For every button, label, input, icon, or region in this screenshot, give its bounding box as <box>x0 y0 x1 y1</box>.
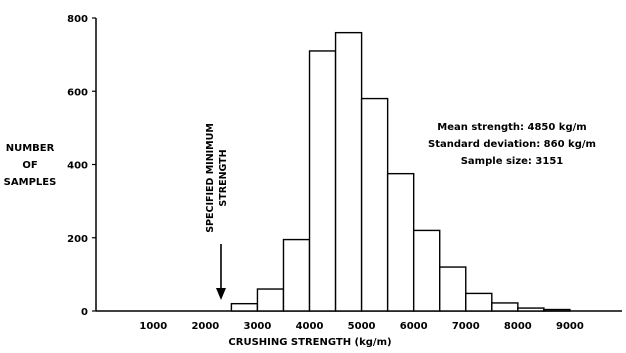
bars <box>230 31 571 312</box>
x-tick-label: 2000 <box>191 321 219 332</box>
stat-sample-size: Sample size: 3151 <box>461 156 564 167</box>
histogram-bar <box>334 31 363 312</box>
y-tick-label: 200 <box>67 234 88 245</box>
histogram-bar <box>230 302 259 312</box>
histogram-bar <box>282 238 311 312</box>
x-axis-label: CRUSHING STRENGTH (kg/m) <box>228 337 391 348</box>
y-tick-label: 600 <box>67 87 88 98</box>
y-axis-label-line-2: OF <box>22 160 37 171</box>
histogram-bar <box>517 307 545 312</box>
x-tick-label: 1000 <box>139 321 167 332</box>
histogram-bar <box>465 292 493 312</box>
x-tick-label: 8000 <box>504 321 532 332</box>
y-tick-label: 400 <box>67 161 88 172</box>
annotation-arrow-head <box>215 288 226 300</box>
annotation-line-2: STRENGTH <box>218 149 229 206</box>
specified-minimum-annotation: SPECIFIED MINIMUM STRENGTH <box>205 123 229 300</box>
y-axis-label-line-1: NUMBER <box>6 143 55 154</box>
histogram-bar <box>360 97 389 312</box>
histogram-bar <box>439 266 467 312</box>
histogram-bar <box>308 50 337 312</box>
histogram-bar <box>543 308 571 312</box>
x-tick-label: 6000 <box>400 321 428 332</box>
stat-std: Standard deviation: 860 kg/m <box>428 139 596 150</box>
x-tick-label: 7000 <box>452 321 480 332</box>
histogram-bar <box>491 302 519 312</box>
x-tick-label: 3000 <box>244 321 272 332</box>
histogram-bar <box>386 172 415 312</box>
x-tick-label: 5000 <box>348 321 376 332</box>
y-tick-label: 0 <box>81 307 88 318</box>
y-axis-label-line-3: SAMPLES <box>4 177 57 188</box>
stat-mean: Mean strength: 4850 kg/m <box>437 122 586 133</box>
histogram-bar <box>412 229 441 312</box>
histogram-bar <box>256 288 285 312</box>
x-tick-label: 4000 <box>296 321 324 332</box>
x-tick-label: 9000 <box>556 321 584 332</box>
y-tick-label: 800 <box>67 14 88 25</box>
annotation-line-1: SPECIFIED MINIMUM <box>205 123 216 233</box>
y-ticks: 0 200 400 600 800 <box>67 14 96 318</box>
x-ticks: 1000 2000 3000 4000 5000 6000 7000 8000 9000 <box>139 321 584 332</box>
